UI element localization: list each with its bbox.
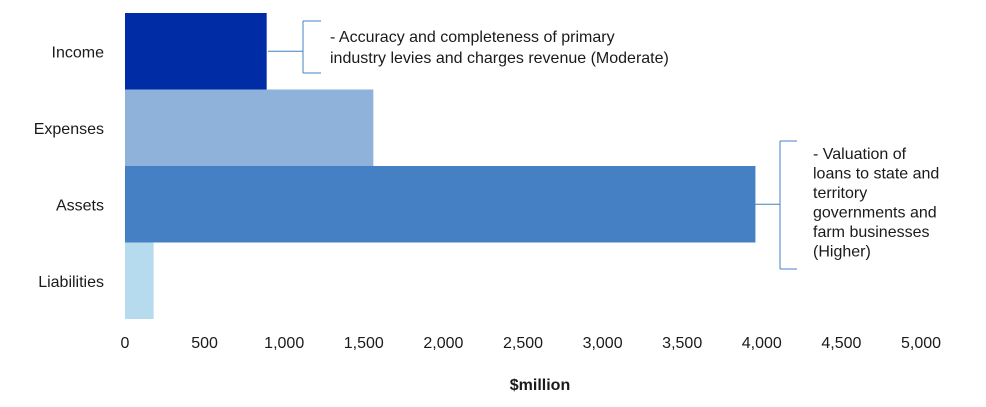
category-label-assets: Assets: [56, 197, 104, 214]
annotation-text-line: industry levies and charges revenue (Mod…: [330, 50, 669, 67]
annotation-text-line: farm businesses: [813, 224, 930, 241]
x-tick-label: 1,000: [264, 335, 304, 352]
annotation-text-line: - Valuation of: [813, 146, 907, 163]
category-label-liabilities: Liabilities: [38, 274, 104, 291]
annotation-income: - Accuracy and completeness of primary in…: [268, 20, 669, 74]
annotation-text-line: loans to state and: [813, 166, 939, 183]
annotation-assets: - Valuation of loans to state and territor…: [754, 140, 939, 270]
annotation-text-line: territory: [813, 185, 867, 202]
plot-area: Income Expenses Assets Liabilities 0 500 1,000…: [34, 13, 941, 394]
annotation-text-line: governments and: [813, 205, 937, 222]
category-label-income: Income: [52, 44, 105, 61]
bar-income: [125, 13, 267, 90]
x-tick-label: 4,000: [742, 335, 782, 352]
bar-expenses: [125, 89, 374, 166]
x-axis-title: $million: [510, 377, 570, 394]
annotation-text-line: (Higher): [813, 244, 871, 261]
x-tick-label: 500: [191, 335, 218, 352]
category-label-expenses: Expenses: [34, 121, 104, 138]
x-tick-label: 3,000: [583, 335, 623, 352]
x-tick-label: 3,500: [662, 335, 702, 352]
x-tick-label: 5,000: [901, 335, 941, 352]
annotation-text-line: - Accuracy and completeness of primary: [330, 29, 615, 46]
x-tick-label: 1,500: [344, 335, 384, 352]
x-tick-label: 2,500: [503, 335, 543, 352]
x-tick-label: 2,000: [423, 335, 463, 352]
x-tick-label: 4,500: [821, 335, 861, 352]
x-tick-label: 0: [121, 335, 130, 352]
bar-liabilities: [125, 242, 154, 319]
bar-assets: [125, 166, 756, 243]
